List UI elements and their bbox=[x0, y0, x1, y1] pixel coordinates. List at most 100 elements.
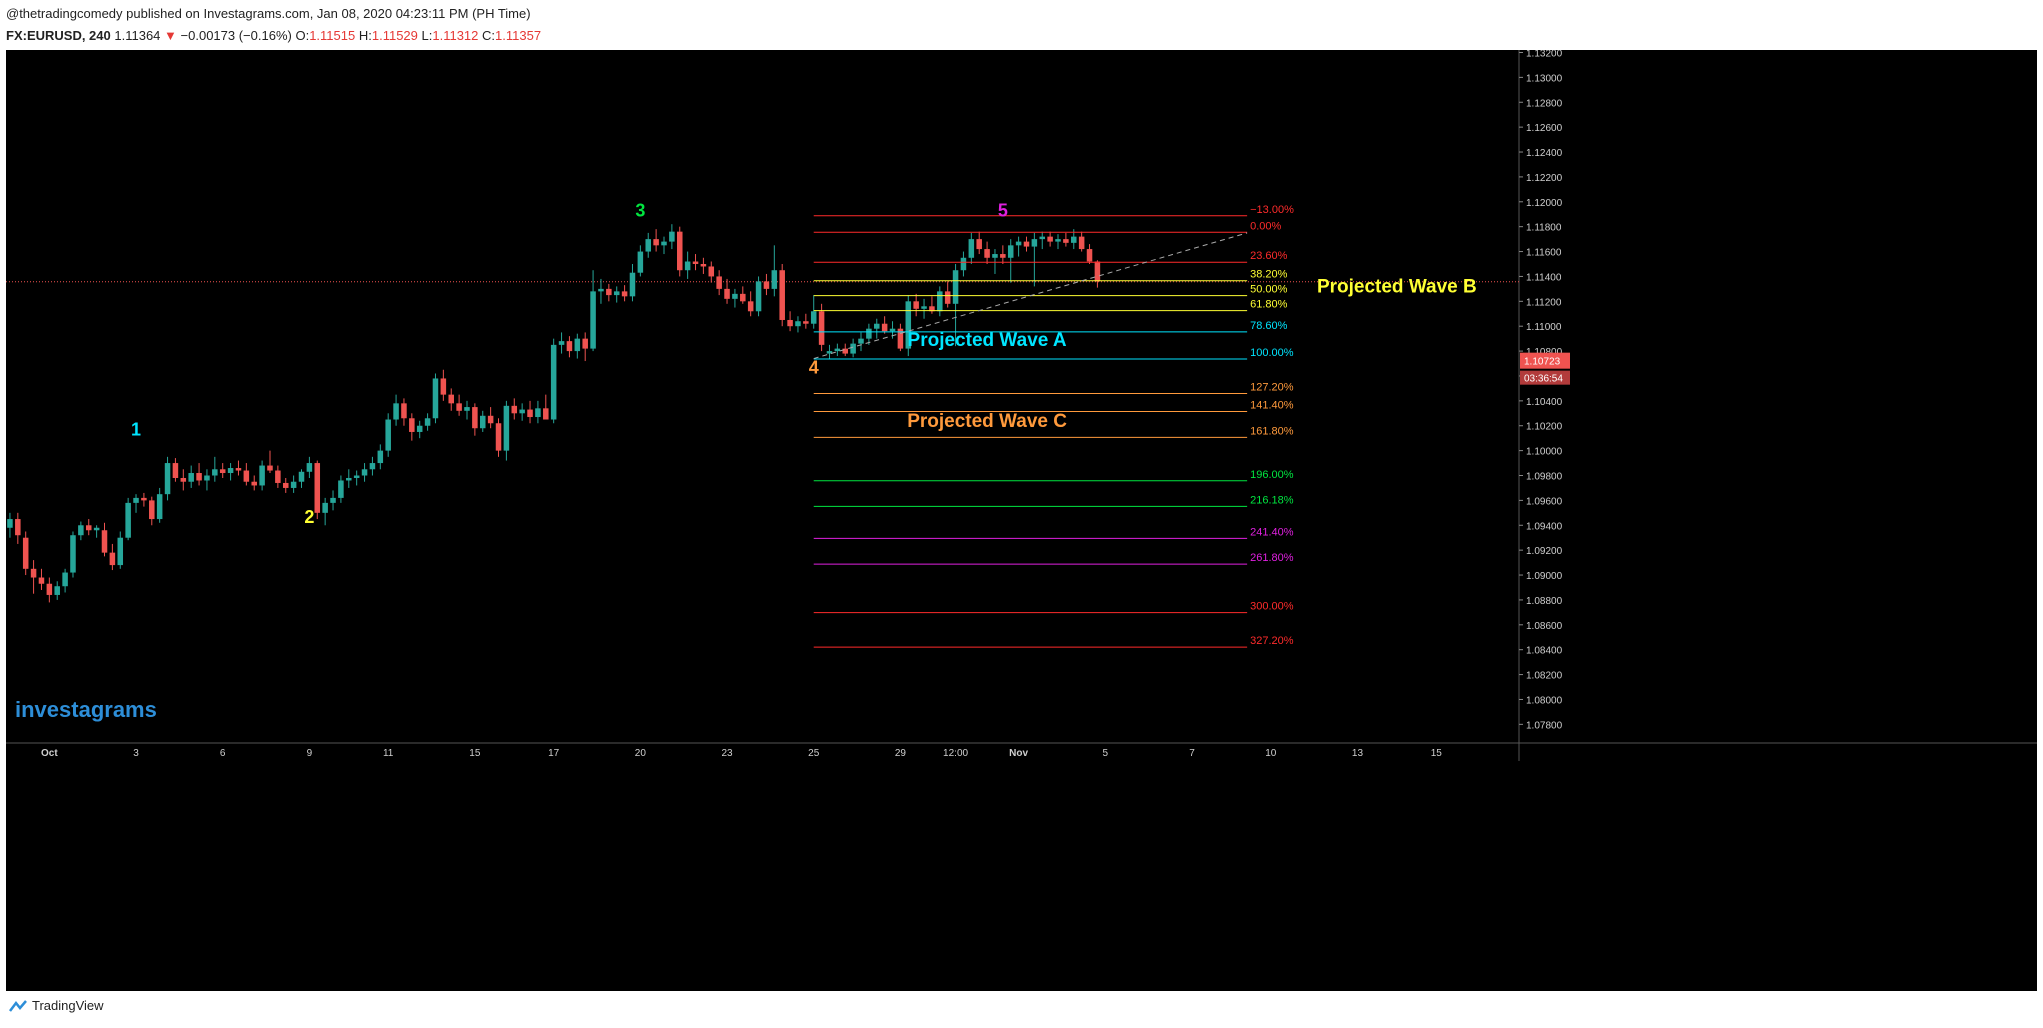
price-tick-label: 1.09400 bbox=[1526, 521, 1563, 532]
candle-body bbox=[637, 251, 644, 273]
candle-body bbox=[369, 463, 376, 470]
candle-body bbox=[101, 530, 108, 553]
price-tick-label: 1.08400 bbox=[1526, 646, 1563, 657]
candle-body bbox=[330, 497, 336, 503]
candle-body bbox=[464, 407, 470, 411]
candle-body bbox=[156, 494, 163, 520]
time-tick-label: 11 bbox=[383, 748, 394, 759]
candle-body bbox=[1015, 241, 1022, 246]
candle-body bbox=[503, 405, 510, 451]
candle-body bbox=[976, 239, 982, 250]
price-tick-label: 1.11400 bbox=[1526, 272, 1562, 283]
fib-level-label: 38.20% bbox=[1250, 269, 1288, 281]
candle-body bbox=[621, 291, 628, 297]
price-tick-label: 1.13000 bbox=[1526, 73, 1563, 84]
candle-body bbox=[550, 344, 557, 420]
tradingview-label: TradingView bbox=[32, 998, 104, 1013]
price-tick-label: 1.08600 bbox=[1526, 621, 1563, 632]
price-tick-label: 1.12800 bbox=[1526, 98, 1563, 109]
candle-body bbox=[810, 311, 817, 324]
fib-level-label: 61.80% bbox=[1250, 299, 1288, 311]
fib-level-label: 196.00% bbox=[1250, 469, 1294, 481]
candle-body bbox=[944, 291, 951, 304]
candle-body bbox=[448, 394, 454, 404]
candle-body bbox=[613, 291, 620, 296]
candle-body bbox=[1094, 261, 1101, 282]
candle-body bbox=[416, 425, 423, 432]
candle-body bbox=[188, 473, 194, 482]
fib-level-label: 261.80% bbox=[1250, 552, 1294, 564]
candle-body bbox=[85, 525, 92, 531]
candle-body bbox=[676, 231, 683, 271]
wave-label: 2 bbox=[304, 507, 314, 527]
candle-body bbox=[913, 301, 919, 309]
candle-body bbox=[527, 409, 533, 418]
candle-body bbox=[897, 328, 904, 349]
candle-body bbox=[511, 405, 518, 414]
time-tick-label: 15 bbox=[469, 748, 481, 759]
chart-footer: TradingView bbox=[0, 991, 2043, 1028]
candle-body bbox=[7, 519, 13, 528]
price-tick-label: 1.09800 bbox=[1526, 472, 1563, 483]
time-tick-label: 6 bbox=[220, 748, 226, 759]
candle-body bbox=[818, 311, 825, 345]
candle-body bbox=[212, 469, 218, 476]
candle-body bbox=[487, 415, 494, 424]
chart-canvas[interactable]: 1.13200 1.13000 1.12800 1.12600 1.12400 1.122… bbox=[6, 50, 2037, 991]
candle-body bbox=[598, 288, 604, 292]
price-tick-label: 1.13200 bbox=[1526, 50, 1563, 59]
low-label: L: bbox=[421, 28, 433, 43]
low-value: 1.11312 bbox=[432, 28, 479, 43]
candle-body bbox=[661, 241, 667, 246]
tradingview-cloud-icon bbox=[9, 999, 27, 1012]
candle-body bbox=[479, 415, 486, 429]
candle-body bbox=[204, 475, 210, 481]
wave-label: 1 bbox=[131, 420, 141, 440]
candle-body bbox=[700, 263, 707, 267]
investagrams-watermark: investagrams bbox=[15, 697, 157, 722]
publisher-line: @thetradingcomedy published on Investagr… bbox=[6, 6, 531, 21]
fib-level-label: 141.40% bbox=[1250, 400, 1294, 412]
candle-body bbox=[149, 500, 155, 520]
candle-body bbox=[1047, 236, 1053, 242]
candle-body bbox=[763, 281, 770, 289]
price-change: −0.00173 (−0.16%) bbox=[180, 28, 292, 43]
candle-body bbox=[1023, 241, 1030, 247]
candle-body bbox=[574, 338, 581, 352]
candle-body bbox=[385, 419, 391, 451]
time-tick-label: 17 bbox=[548, 748, 560, 759]
candle-body bbox=[46, 583, 53, 595]
candle-body bbox=[1071, 236, 1077, 243]
high-value: 1.11529 bbox=[371, 28, 418, 43]
symbol-label[interactable]: FX:EURUSD, 240 bbox=[6, 28, 111, 43]
candle-body bbox=[535, 408, 541, 418]
price-chart[interactable]: 1.13200 1.13000 1.12800 1.12600 1.12400 1.122… bbox=[6, 50, 2037, 991]
candle-body bbox=[1063, 239, 1069, 243]
price-tick-label: 1.08200 bbox=[1526, 671, 1563, 682]
tradingview-logo[interactable]: TradingView bbox=[8, 998, 104, 1013]
candle-body bbox=[432, 378, 439, 419]
candle-body bbox=[117, 537, 124, 566]
time-tick-label: 15 bbox=[1431, 748, 1443, 759]
candle-body bbox=[992, 254, 998, 258]
candle-body bbox=[740, 293, 746, 302]
candle-body bbox=[306, 463, 313, 472]
candle-body bbox=[968, 239, 975, 258]
candle-body bbox=[1055, 239, 1061, 242]
fib-level-label: 161.80% bbox=[1250, 425, 1294, 437]
candle-body bbox=[590, 291, 596, 349]
candle-body bbox=[692, 261, 699, 264]
candle-body bbox=[606, 288, 612, 296]
fib-level-label: 23.60% bbox=[1250, 250, 1288, 262]
candle-body bbox=[227, 468, 234, 474]
candle-body bbox=[874, 323, 880, 329]
candle-body bbox=[826, 351, 833, 354]
candle-body bbox=[393, 403, 399, 420]
candle-body bbox=[282, 482, 289, 488]
price-tick-label: 1.10000 bbox=[1526, 447, 1563, 458]
candle-body bbox=[251, 481, 257, 486]
candle-body bbox=[629, 272, 636, 297]
candle-body bbox=[653, 239, 659, 246]
candle-body bbox=[70, 535, 76, 573]
price-tick-label: 1.11000 bbox=[1526, 322, 1562, 333]
